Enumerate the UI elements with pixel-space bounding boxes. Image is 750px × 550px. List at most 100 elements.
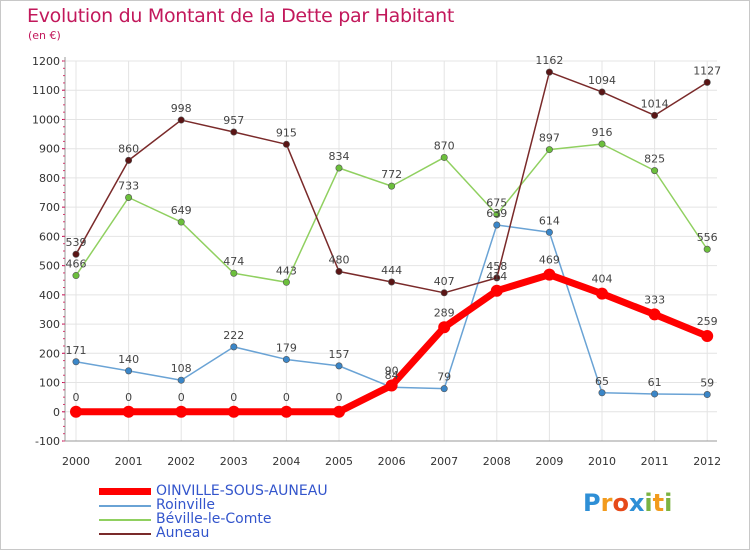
series-point-3 bbox=[335, 267, 343, 275]
data-label-3: 480 bbox=[329, 253, 350, 266]
series-point-0 bbox=[227, 405, 240, 418]
x-tick-label: 2011 bbox=[641, 455, 669, 468]
series-point-2 bbox=[651, 167, 659, 175]
series-group bbox=[70, 68, 714, 418]
series-point-2 bbox=[177, 218, 185, 226]
data-label-1: 79 bbox=[437, 371, 451, 384]
logo-letter: o bbox=[612, 489, 629, 517]
series-point-2 bbox=[545, 146, 553, 154]
series-point-1 bbox=[72, 358, 80, 366]
series-point-2 bbox=[230, 269, 238, 277]
series-point-2 bbox=[72, 272, 80, 280]
series-point-3 bbox=[282, 140, 290, 148]
data-label-0: 259 bbox=[697, 315, 718, 328]
data-label-1: 157 bbox=[329, 348, 350, 361]
logo-letter: i bbox=[664, 489, 673, 517]
data-label-1: 140 bbox=[118, 353, 139, 366]
series-point-0 bbox=[701, 330, 714, 343]
legend-swatch bbox=[99, 488, 151, 495]
series-point-1 bbox=[598, 389, 606, 397]
series-point-0 bbox=[385, 379, 398, 392]
data-label-1: 65 bbox=[595, 375, 609, 388]
series-point-3 bbox=[388, 278, 396, 286]
logo-letter: t bbox=[652, 489, 665, 517]
data-label-2: 556 bbox=[697, 231, 718, 244]
x-tick-label: 2000 bbox=[62, 455, 90, 468]
data-label-0: 333 bbox=[644, 293, 665, 306]
series-point-0 bbox=[280, 405, 293, 418]
x-tick-label: 2010 bbox=[588, 455, 616, 468]
data-label-0: 0 bbox=[125, 391, 132, 404]
x-tick-label: 2004 bbox=[272, 455, 300, 468]
x-tick-label: 2006 bbox=[378, 455, 406, 468]
data-label-2: 897 bbox=[539, 132, 560, 145]
data-label-1: 108 bbox=[171, 362, 192, 375]
series-point-3 bbox=[598, 88, 606, 96]
grid bbox=[65, 60, 717, 442]
axes bbox=[64, 57, 717, 442]
y-tick-label: 500 bbox=[39, 260, 60, 273]
data-label-1: 639 bbox=[486, 207, 507, 220]
series-point-3 bbox=[493, 274, 501, 282]
y-tick-label: 1100 bbox=[32, 84, 60, 97]
series-point-1 bbox=[440, 385, 448, 393]
data-label-2: 649 bbox=[171, 204, 192, 217]
series-point-1 bbox=[335, 362, 343, 370]
legend-label: Auneau bbox=[156, 525, 210, 541]
series-point-1 bbox=[651, 390, 659, 398]
y-tick-label: 400 bbox=[39, 289, 60, 302]
series-point-1 bbox=[177, 376, 185, 384]
series-point-0 bbox=[438, 321, 451, 334]
data-label-0: 90 bbox=[385, 364, 399, 377]
series-point-3 bbox=[651, 111, 659, 119]
x-axis-ticks: 2000 2001 2002 2003 2004 2005 2006 2007 2008 2009… bbox=[62, 455, 721, 468]
x-tick-label: 2001 bbox=[115, 455, 143, 468]
x-tick-label: 2002 bbox=[167, 455, 195, 468]
series-point-3 bbox=[230, 128, 238, 136]
line-chart: -100010020030040050060070080090010001100… bbox=[32, 54, 721, 468]
series-point-3 bbox=[125, 156, 133, 164]
data-label-3: 957 bbox=[223, 114, 244, 127]
data-label-3: 998 bbox=[171, 102, 192, 115]
data-label-0: 469 bbox=[539, 254, 560, 267]
chart-title: Evolution du Montant de la Dette par Hab… bbox=[27, 5, 455, 27]
y-tick-label: 700 bbox=[39, 201, 60, 214]
data-label-0: 0 bbox=[283, 391, 290, 404]
legend-label: Béville-le-Comte bbox=[156, 511, 272, 527]
data-label-2: 466 bbox=[66, 258, 87, 271]
series-point-1 bbox=[703, 391, 711, 399]
data-label-2: 733 bbox=[118, 180, 139, 193]
data-label-0: 0 bbox=[230, 391, 237, 404]
x-tick-label: 2007 bbox=[430, 455, 458, 468]
data-label-3: 539 bbox=[66, 236, 87, 249]
legend-label: Roinville bbox=[156, 497, 215, 513]
series-point-0 bbox=[70, 405, 82, 418]
data-label-3: 1162 bbox=[535, 54, 563, 67]
x-tick-label: 2012 bbox=[693, 455, 721, 468]
series-point-0 bbox=[175, 405, 188, 418]
y-tick-label: 1200 bbox=[32, 55, 60, 68]
data-label-1: 171 bbox=[66, 344, 87, 357]
series-point-2 bbox=[335, 164, 343, 172]
logo-letter: P bbox=[583, 489, 601, 517]
legend-swatch bbox=[99, 533, 151, 535]
series-point-3 bbox=[703, 78, 711, 86]
series-point-0 bbox=[596, 287, 608, 300]
y-axis-ticks: -100 0 100 200 300 400 500 600 700 800 900 1000 1100… bbox=[32, 55, 65, 448]
y-tick-label: 1000 bbox=[32, 113, 60, 126]
data-label-2: 474 bbox=[223, 255, 244, 268]
legend-swatch bbox=[99, 519, 151, 521]
series-point-0 bbox=[122, 405, 135, 418]
data-label-0: 0 bbox=[73, 391, 80, 404]
data-label-1: 59 bbox=[700, 377, 714, 390]
data-label-2: 443 bbox=[276, 264, 297, 277]
series-point-2 bbox=[125, 194, 133, 202]
series-point-0 bbox=[648, 308, 661, 321]
data-label-0: 289 bbox=[434, 306, 455, 319]
x-tick-label: 2003 bbox=[220, 455, 248, 468]
series-point-2 bbox=[598, 140, 606, 148]
data-label-1: 179 bbox=[276, 341, 297, 354]
y-tick-label: -100 bbox=[35, 435, 60, 448]
y-tick-label: 200 bbox=[39, 347, 60, 360]
